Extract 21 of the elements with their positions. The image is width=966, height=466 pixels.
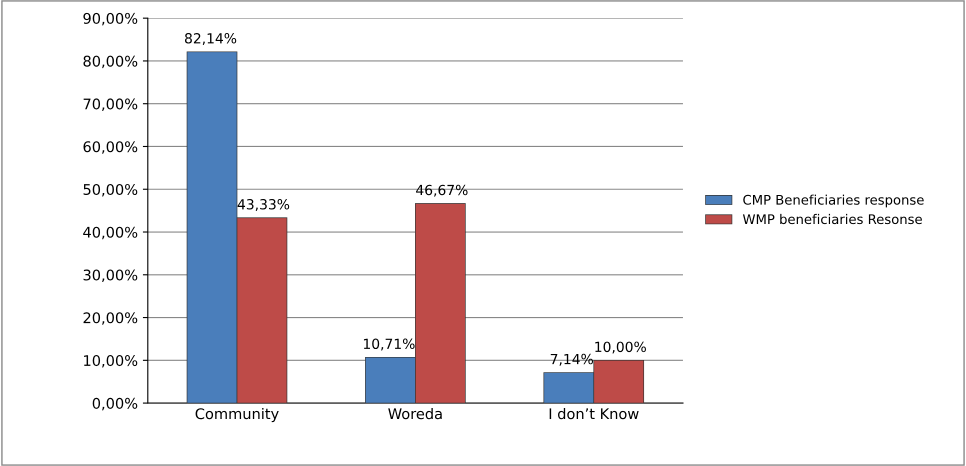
y-tick-label: 20,00% — [84, 312, 138, 325]
legend-label: WMP beneficiaries Resonse — [742, 214, 922, 224]
y-tick-label: 10,00% — [84, 355, 138, 368]
y-tick-label: 30,00% — [84, 270, 138, 282]
data-label: 46,67% — [416, 184, 468, 197]
x-tick-label: I don’t Know — [550, 408, 639, 420]
y-tick-label: 90,00% — [83, 12, 138, 26]
data-label: 43,33% — [238, 199, 290, 211]
x-tick-label: Community — [196, 408, 279, 422]
legend-label: CMP Beneficiaries response — [743, 194, 924, 208]
data-label: 82,14% — [184, 33, 236, 45]
y-tick-label: 60,00% — [83, 141, 138, 154]
y-tick-label: 40,00% — [83, 226, 138, 240]
y-tick-label: 70,00% — [84, 98, 138, 111]
data-label: 7,14% — [550, 354, 593, 366]
data-label: 10,00% — [595, 342, 646, 354]
y-tick-label: 80,00% — [83, 56, 138, 68]
y-tick-label: 50,00% — [84, 184, 138, 196]
data-label: 10,71% — [364, 338, 415, 350]
y-tick-label: 0,00% — [92, 398, 138, 410]
x-tick-label: Woreda — [388, 408, 442, 420]
